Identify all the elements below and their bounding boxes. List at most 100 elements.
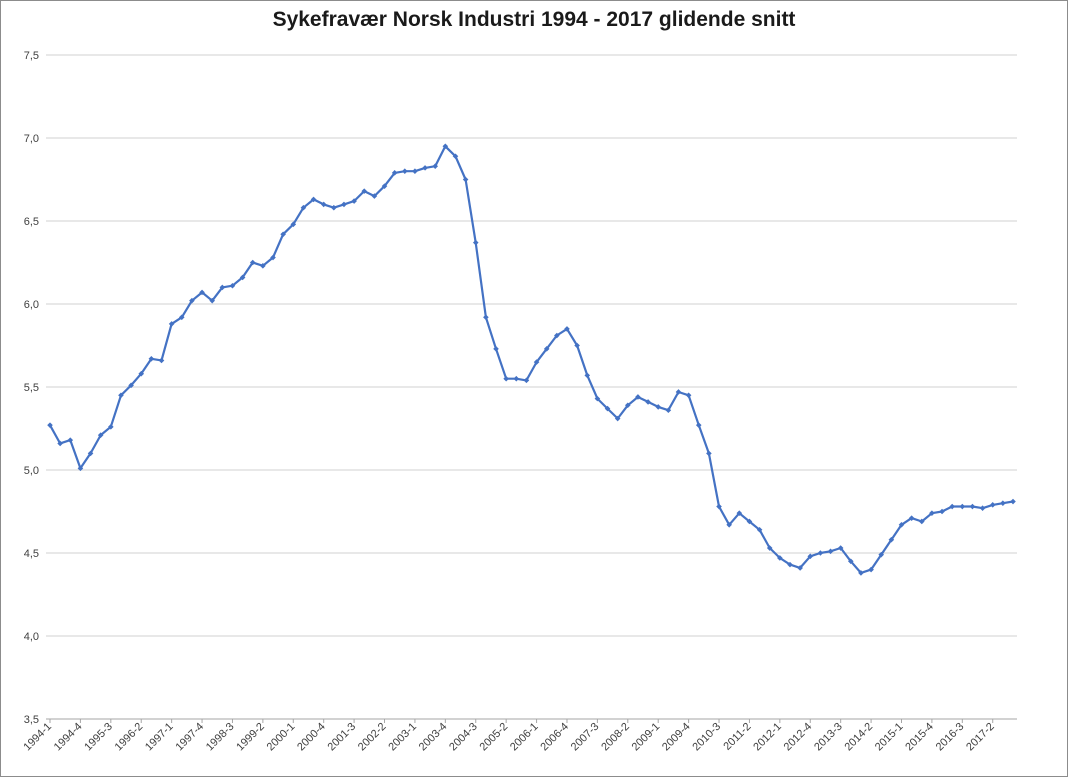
data-point (108, 424, 114, 430)
data-point (503, 375, 509, 382)
data-point (949, 503, 955, 510)
data-point (57, 440, 63, 447)
y-tick-label: 7,5 (24, 50, 39, 62)
data-point (685, 392, 692, 399)
data-point (706, 450, 712, 457)
data-point (300, 204, 307, 211)
data-point (868, 566, 874, 573)
x-tick-label: 1997-4 (173, 721, 206, 754)
data-point (472, 239, 479, 246)
data-point (462, 176, 469, 183)
x-tick-label: 1999-2 (234, 721, 267, 754)
data-point (837, 545, 844, 551)
data-point (533, 359, 540, 365)
data-point (807, 553, 814, 560)
data-point (989, 502, 996, 508)
data-point (797, 565, 803, 571)
data-point (665, 407, 672, 414)
data-point (310, 196, 317, 203)
x-tick-label: 1998-3 (204, 721, 237, 754)
data-point (827, 548, 834, 555)
series-line (49, 145, 1014, 575)
x-tick-label: 2000-4 (295, 721, 328, 754)
x-tick-label: 2002-2 (356, 721, 389, 754)
x-tick-label: 2000-1 (265, 721, 298, 754)
x-tick-label: 2016-3 (934, 721, 967, 754)
x-tick-label: 2014-2 (842, 721, 875, 754)
data-point (422, 165, 428, 171)
data-point (695, 422, 702, 428)
data-point (260, 263, 266, 269)
x-tick-label: 2017-2 (964, 721, 997, 754)
y-tick-label: 5,5 (24, 382, 39, 394)
data-point (918, 518, 925, 525)
x-tick-label: 2011-2 (721, 721, 753, 753)
data-point (158, 357, 165, 364)
data-point (554, 332, 560, 339)
data-point (655, 404, 662, 410)
data-point (77, 465, 84, 472)
data-point (675, 389, 682, 395)
data-point (47, 422, 53, 428)
y-tick-label: 4,0 (24, 631, 39, 643)
x-tick-label: 2012-4 (782, 721, 815, 754)
data-point (118, 392, 124, 399)
data-point (391, 170, 398, 176)
x-tick-label: 1997-1 (143, 721, 176, 754)
x-tick-label: 2006-4 (538, 721, 571, 754)
data-point (219, 284, 226, 291)
data-point (432, 163, 438, 170)
data-point (199, 289, 205, 296)
data-point (178, 314, 185, 321)
y-tick-label: 3,5 (24, 714, 39, 726)
plot-area (47, 143, 1016, 576)
data-point (239, 274, 246, 281)
data-point (189, 297, 195, 304)
x-tick-label: 1994-4 (52, 721, 85, 754)
data-point (594, 395, 601, 402)
x-tick-label: 1996-2 (113, 721, 146, 754)
x-tick-label: 2003-4 (417, 721, 450, 754)
y-axis: 3,5 4,0 4,5 5,0 5,5 6,0 6,5 7,0 7,5 (24, 50, 39, 726)
gridlines (46, 54, 1017, 720)
data-point (401, 168, 408, 174)
data-point (716, 503, 722, 510)
data-point (858, 570, 864, 576)
data-point (574, 342, 580, 349)
data-point (888, 536, 895, 543)
data-point (979, 505, 986, 511)
data-point (584, 372, 591, 379)
data-point (604, 405, 611, 412)
data-point (635, 394, 641, 400)
data-point (67, 437, 74, 443)
data-point (280, 231, 286, 238)
x-tick-label: 2010-3 (690, 721, 723, 754)
data-point (645, 399, 651, 405)
x-tick-label: 2013-3 (812, 721, 845, 754)
x-tick-label: 2009-4 (660, 721, 693, 754)
data-point (97, 432, 104, 438)
data-point (736, 510, 743, 516)
data-point (513, 375, 520, 382)
data-point (908, 515, 915, 521)
x-tick-label: 2007-3 (569, 721, 602, 754)
data-point (168, 321, 175, 327)
data-point (726, 521, 732, 528)
y-tick-label: 4,5 (24, 548, 39, 560)
x-tick-label: 2001-3 (326, 721, 359, 754)
data-point (959, 503, 966, 510)
x-tick-label: 2015-1 (873, 721, 906, 754)
data-point (249, 259, 256, 266)
x-tick-label: 2005-2 (478, 721, 511, 754)
data-point (939, 508, 945, 515)
data-point (229, 282, 236, 289)
data-point (270, 254, 276, 261)
x-axis: 1994-11994-41995-31996-21997-11997-41998… (21, 719, 997, 754)
x-tick-label: 1995-3 (82, 721, 115, 754)
data-point (1010, 498, 1016, 505)
data-point (493, 346, 499, 352)
data-point (848, 558, 854, 565)
data-point (746, 518, 753, 525)
